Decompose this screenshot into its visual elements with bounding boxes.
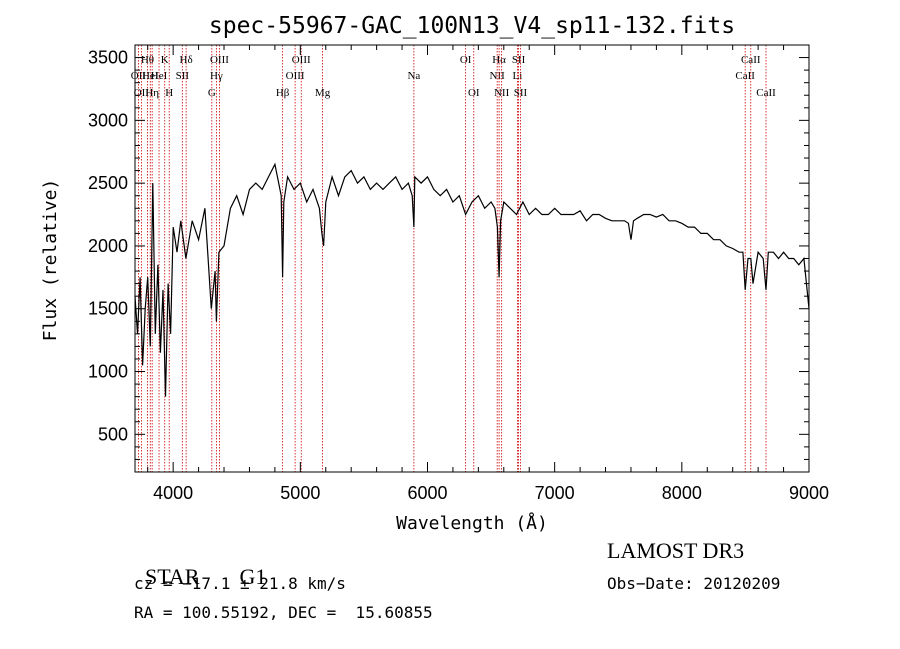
y-tick-label: 1500 — [88, 299, 128, 319]
spectrum-series-line — [134, 162, 810, 397]
line-label-SII: SII — [512, 54, 526, 66]
line-label-HeI: HeI — [151, 70, 168, 82]
line-label-CaII: CaII — [741, 54, 761, 66]
x-tick-label: 6000 — [407, 483, 447, 503]
line-label-NII: NII — [490, 70, 506, 82]
line-label-OIII: OIII — [210, 54, 229, 66]
line-label-Hα: Hα — [492, 54, 506, 66]
line-label-Li: Li — [513, 70, 523, 82]
object-class: STAR G1 — [134, 538, 266, 590]
line-label-SII: SII — [176, 70, 190, 82]
x-tick-label: 4000 — [153, 483, 193, 503]
line-label-Hβ: Hβ — [276, 87, 290, 99]
y-tick-label: 3000 — [88, 110, 128, 130]
line-label-Hδ: Hδ — [180, 54, 193, 66]
line-label-Na: Na — [407, 70, 420, 82]
line-label-CaII: CaII — [735, 70, 755, 82]
line-label-G: G — [208, 87, 216, 99]
y-tick-label: 500 — [98, 424, 128, 444]
chart-title: spec-55967-GAC_100N13_V4_sp11-132.fits — [209, 13, 735, 39]
line-label-OIII: OIII — [292, 54, 311, 66]
plot-frame — [134, 44, 810, 473]
x-tick-label: 7000 — [535, 483, 575, 503]
y-tick-label: 2500 — [88, 173, 128, 193]
line-label-Hγ: Hγ — [210, 70, 223, 82]
redshift-label: cz = −17.1 ± 21.8 km/s — [134, 574, 346, 593]
line-label-Hη: Hη — [145, 87, 159, 99]
line-label-CaII: CaII — [756, 87, 776, 99]
line-label-K: K — [161, 54, 169, 66]
y-tick-label: 3500 — [88, 48, 128, 68]
x-axis-label: Wavelength (Å) — [396, 512, 548, 534]
radec-label: RA = 100.55192, DEC = 15.60855 — [134, 603, 433, 622]
y-axis-label: Flux (relative) — [40, 179, 61, 342]
obs-date-label: Obs−Date: 20120209 — [607, 574, 781, 593]
x-tick-label: 5000 — [280, 483, 320, 503]
line-label-OI: OI — [460, 54, 472, 66]
survey-label: LAMOST DR3 — [607, 538, 745, 563]
x-tick-label: 9000 — [789, 483, 829, 503]
y-tick-label: 1000 — [88, 362, 128, 382]
line-label-Hθ: Hθ — [141, 54, 154, 66]
line-label-NII: NII — [494, 87, 510, 99]
line-label-OI: OI — [468, 87, 480, 99]
y-tick-label: 2000 — [88, 236, 128, 256]
emission-line-markers: OIIOIIHθHeIHηHeIKHSIIHδGHγOIIIHβOIIIOIII… — [131, 45, 776, 472]
line-label-OII: OII — [134, 87, 150, 99]
class-label: STAR — [145, 564, 200, 589]
line-label-Mg: Mg — [315, 87, 331, 99]
subclass-label: G1 — [239, 564, 267, 589]
line-label-H: H — [165, 87, 173, 99]
axis-ticks: 4000 5000 6000 7000 8000 9000 500 1000 1500 2000 2… — [88, 44, 829, 503]
x-tick-label: 8000 — [662, 483, 702, 503]
line-label-SII: SII — [514, 87, 528, 99]
line-label-HeI: HeI — [142, 70, 159, 82]
line-label-OIII: OIII — [286, 70, 305, 82]
